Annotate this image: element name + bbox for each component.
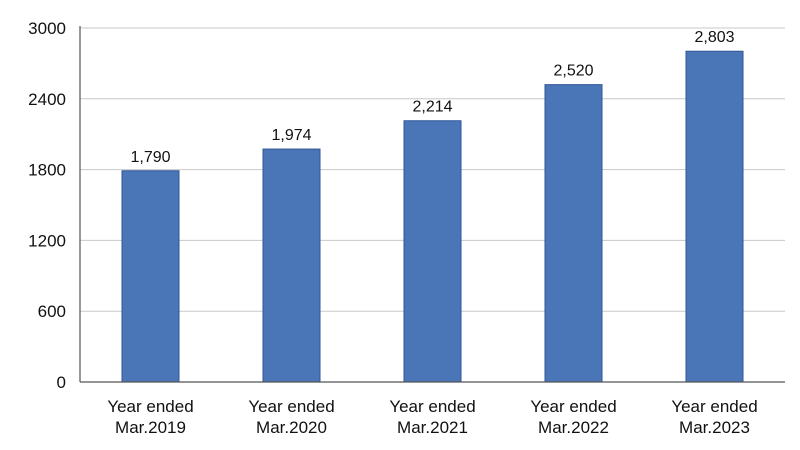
x-category-label: Year ended [248,397,334,416]
y-tick-label: 600 [38,302,66,321]
bar [262,148,321,383]
y-tick-label: 1200 [28,231,66,250]
x-category-label: Year ended [389,397,475,416]
x-category-label: Mar.2020 [256,418,327,437]
bar [685,50,744,383]
data-label: 2,214 [412,99,452,116]
y-tick-label: 2400 [28,90,66,109]
x-category-label: Mar.2023 [679,418,750,437]
data-label: 2,520 [553,63,593,80]
bar [544,84,603,383]
x-category-label: Mar.2021 [397,418,468,437]
x-category-label: Year ended [530,397,616,416]
data-labels: 1,790 1,974 2,214 2,520 2,803 [130,29,734,166]
bar [121,170,180,383]
x-category-label: Year ended [107,397,193,416]
axes [79,26,785,383]
y-tick-label: 1800 [28,161,66,180]
data-label: 1,974 [271,127,311,144]
data-label: 1,790 [130,149,170,166]
data-label: 2,803 [694,29,734,46]
x-category-labels: Year ended Mar.2019 Year ended Mar.2020 Year… [107,397,757,437]
x-category-label: Mar.2022 [538,418,609,437]
x-category-label: Mar.2019 [115,418,186,437]
bars [121,50,744,383]
y-tick-label: 3000 [28,19,66,38]
y-tick-labels: 0 600 1200 1800 2400 3000 [28,19,66,392]
bar [403,120,462,383]
y-tick-label: 0 [57,373,66,392]
x-category-label: Year ended [671,397,757,416]
